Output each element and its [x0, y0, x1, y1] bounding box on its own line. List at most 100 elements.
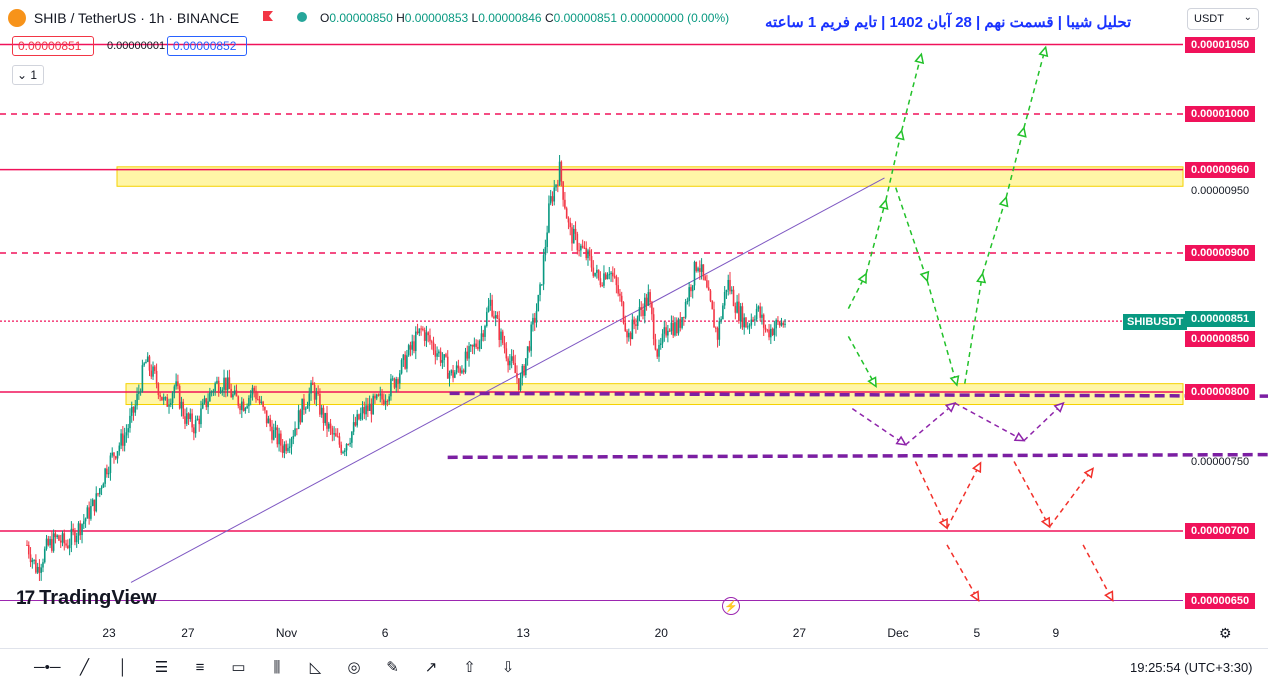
gear-icon[interactable]: ⚙	[1219, 625, 1232, 641]
arrow-icon[interactable]: ↗	[424, 659, 438, 676]
candle	[722, 305, 724, 320]
scenario-arrowhead	[949, 375, 960, 387]
horizontal-ray-icon[interactable]: ─•─	[34, 659, 61, 676]
candle	[45, 538, 48, 549]
candle	[684, 301, 687, 318]
currency-select[interactable]: USDT ⌄	[1187, 8, 1259, 30]
candle	[652, 314, 655, 340]
parallel-channel-icon[interactable]: ≡	[195, 659, 205, 676]
candle	[606, 274, 609, 279]
candle	[280, 433, 282, 446]
candle	[225, 377, 227, 391]
arrow-down-icon[interactable]: ⇩	[501, 659, 515, 676]
candle	[658, 345, 660, 357]
candle	[745, 317, 747, 328]
scenario-arrowhead	[976, 272, 987, 284]
candle	[175, 381, 177, 387]
candle	[549, 196, 552, 204]
long-position-icon[interactable]: ⫼	[273, 659, 281, 676]
candle	[729, 279, 731, 292]
scenario-arrowhead	[944, 402, 957, 413]
tradingview-logo: 17 TradingView	[16, 587, 157, 609]
candle	[320, 407, 323, 415]
candle	[457, 365, 460, 369]
symbol-title[interactable]: SHIB / TetherUS · 1h · BINANCE	[8, 9, 239, 27]
candle	[757, 306, 760, 309]
candle	[148, 356, 151, 371]
candle	[93, 499, 96, 512]
arrow-up-icon[interactable]: ⇧	[463, 659, 476, 676]
price-label: 0.00000950	[1191, 184, 1250, 197]
candle	[269, 418, 272, 427]
order-quantity-input[interactable]: ⌄ 1	[12, 65, 44, 85]
candle	[454, 372, 456, 378]
candle	[191, 413, 193, 428]
candle	[237, 396, 240, 406]
candle	[336, 436, 339, 438]
candle	[411, 341, 414, 350]
scenario-arrowhead	[1083, 467, 1095, 479]
candle	[106, 468, 108, 475]
scenario-arrowhead	[857, 272, 867, 285]
time-tick-label: 6	[381, 626, 389, 640]
lightning-icon[interactable]: ⚡	[722, 597, 740, 615]
candle	[603, 273, 605, 286]
rectangle-icon[interactable]: ▭	[231, 659, 246, 676]
candle	[754, 319, 756, 321]
candle	[555, 184, 557, 188]
candle	[755, 308, 758, 320]
candle	[466, 351, 469, 359]
scenario-arrowhead	[894, 128, 905, 141]
candle	[303, 398, 305, 410]
price-label: 0.00000960	[1185, 161, 1256, 178]
candle	[574, 228, 577, 234]
trend-line-icon[interactable]: ╱	[79, 659, 90, 676]
candle	[604, 273, 607, 279]
candle	[565, 208, 568, 219]
candle	[643, 297, 646, 316]
candle	[38, 566, 41, 573]
scenario-segment	[900, 54, 923, 131]
target-arrow	[449, 391, 1268, 398]
candle	[349, 442, 351, 445]
candle	[95, 493, 98, 512]
market-status-icon[interactable]	[297, 12, 307, 22]
tv-logo-icon: 17	[16, 588, 35, 609]
buy-price-button[interactable]: 0.00000852	[167, 36, 247, 56]
chart-header: SHIB / TetherUS · 1h · BINANCE O0.000008…	[0, 0, 1268, 34]
candle	[90, 505, 92, 519]
candle	[324, 412, 327, 424]
candle	[569, 222, 572, 228]
candle	[784, 323, 786, 325]
circle-icon[interactable]: ◎	[347, 659, 361, 676]
candle	[390, 378, 392, 397]
candle	[489, 299, 492, 306]
candle	[88, 507, 90, 519]
candle	[212, 390, 215, 392]
candle	[338, 436, 341, 445]
symbol-separator: /	[70, 10, 75, 26]
candle	[127, 428, 129, 433]
sell-price-button[interactable]: 0.00000851	[12, 36, 94, 56]
candle	[418, 328, 421, 334]
candle	[679, 319, 682, 328]
price-label: 0.00000700	[1185, 523, 1256, 539]
candle	[129, 415, 131, 429]
candle	[590, 256, 593, 268]
candle	[114, 456, 117, 459]
candle	[56, 535, 58, 538]
candle	[541, 284, 543, 286]
candle	[535, 311, 538, 323]
candle	[308, 393, 311, 406]
vertical-line-icon[interactable]: │	[118, 659, 128, 676]
brush-icon[interactable]: ✎	[386, 659, 399, 676]
candle	[288, 446, 291, 448]
pattern-icon[interactable]: ◺	[309, 659, 322, 676]
fib-retracement-icon[interactable]: ☰	[154, 659, 169, 676]
candle	[509, 360, 511, 366]
candle	[40, 567, 43, 573]
flag-icon[interactable]	[262, 10, 274, 22]
candle	[304, 408, 307, 410]
scenario-arrowhead	[914, 52, 925, 65]
